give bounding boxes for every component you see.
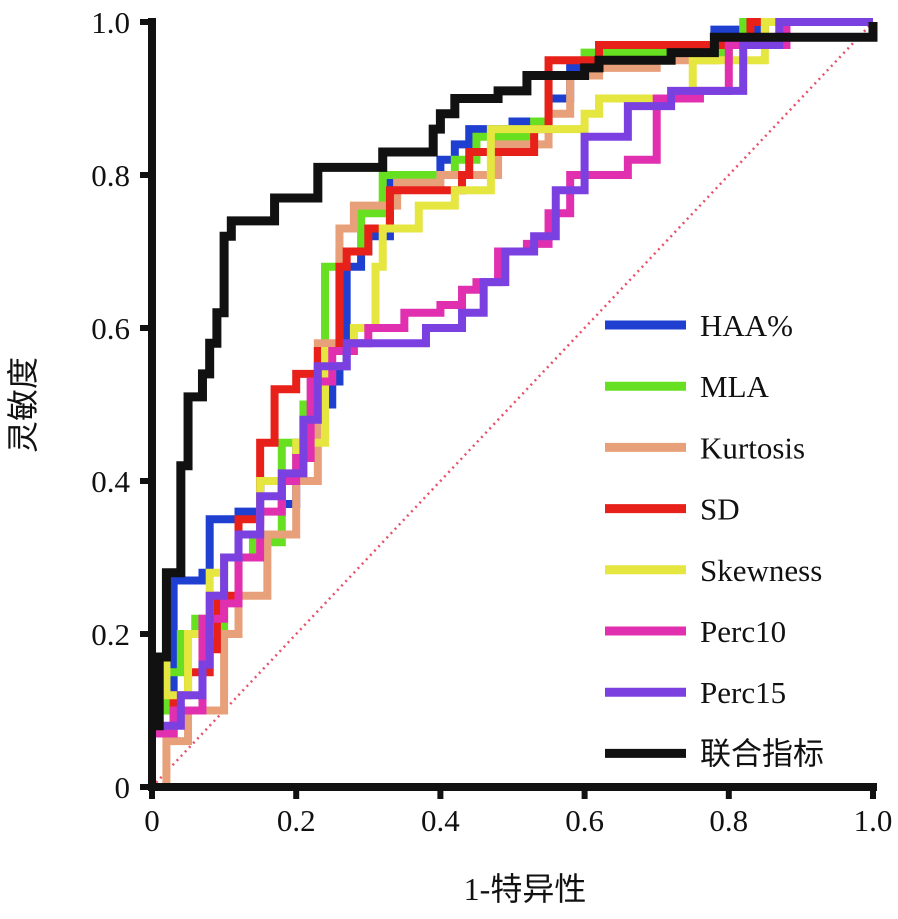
legend-label: Skewness xyxy=(700,553,822,588)
legend-label: Perc10 xyxy=(700,614,786,649)
x-tick-label: 0 xyxy=(144,803,160,838)
x-tick-label: 1.0 xyxy=(854,803,893,838)
legend: HAA% MLA Kurtosis SD Skewness Perc10 Perc15 联合指… xyxy=(605,308,824,771)
legend-label: Kurtosis xyxy=(700,430,805,465)
y-axis-label: 灵敏度 xyxy=(5,357,41,453)
x-tick-label: 0.4 xyxy=(421,803,460,838)
x-axis-label: 1-特异性 xyxy=(464,871,587,907)
legend-label: HAA% xyxy=(700,308,793,343)
roc-curve-2 xyxy=(152,18,873,791)
x-tick-label: 0.2 xyxy=(277,803,316,838)
x-tick-label: 0.8 xyxy=(709,803,748,838)
y-tick-label: 0.2 xyxy=(91,617,130,652)
legend-label: Perc15 xyxy=(700,675,786,710)
legend-label: MLA xyxy=(700,369,770,404)
roc-curve-4 xyxy=(152,18,873,700)
y-tick-label: 0.6 xyxy=(91,311,130,346)
reference-diagonal xyxy=(151,21,874,788)
legend-label: SD xyxy=(700,492,740,527)
x-tick-label: 0.6 xyxy=(565,803,604,838)
y-tick-label: 0.4 xyxy=(91,464,130,499)
roc-curve-5 xyxy=(148,18,873,787)
y-tick-label: 1.0 xyxy=(91,5,130,40)
roc-curve-6 xyxy=(152,18,873,730)
legend-label: 联合指标 xyxy=(700,736,824,771)
reference-line xyxy=(151,21,874,788)
y-tick-label: 0 xyxy=(115,770,131,805)
y-tick-label: 0.8 xyxy=(91,158,130,193)
axes: 0 0.2 0.4 0.6 0.8 1.0 0 0.2 0.4 0.6 0.8 1.0 xyxy=(91,5,892,838)
roc-curve-7 xyxy=(152,22,878,731)
roc-curves xyxy=(148,18,878,791)
